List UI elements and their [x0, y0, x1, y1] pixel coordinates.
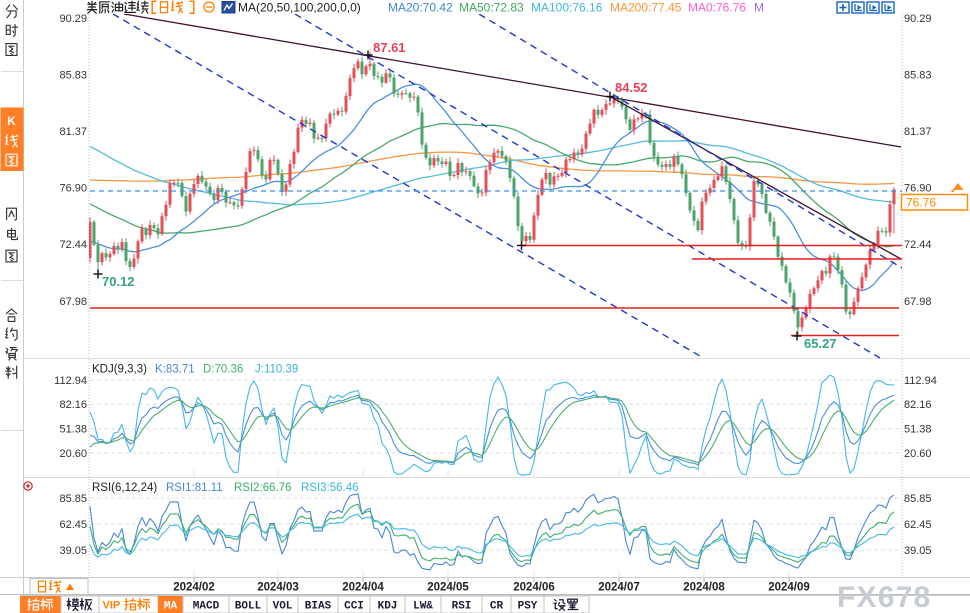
svg-text:2024/02: 2024/02	[173, 582, 215, 594]
svg-text:D:70.36: D:70.36	[203, 364, 243, 376]
svg-text:39.05: 39.05	[59, 545, 87, 557]
svg-text:KDJ: KDJ	[378, 601, 398, 613]
svg-text:MA200:77.45: MA200:77.45	[610, 1, 682, 15]
svg-text:VIP: VIP	[103, 600, 121, 612]
svg-text:MA: MA	[164, 601, 178, 613]
svg-text:82.16: 82.16	[904, 399, 932, 411]
svg-text:84.52: 84.52	[615, 80, 648, 95]
svg-text:CR: CR	[490, 601, 504, 613]
svg-text:67.98: 67.98	[904, 296, 932, 308]
svg-text:MACD: MACD	[193, 601, 220, 613]
svg-text:MA(20,50,100,200,0,0): MA(20,50,100,200,0,0)	[238, 1, 361, 15]
svg-text:RSI2:66.76: RSI2:66.76	[234, 482, 292, 494]
svg-text:FX678: FX678	[837, 581, 931, 613]
svg-text:PSY: PSY	[518, 601, 538, 613]
svg-text:2024/04: 2024/04	[342, 582, 384, 594]
svg-text:51.38: 51.38	[904, 424, 932, 436]
svg-text:67.98: 67.98	[59, 296, 87, 308]
svg-text:87.61: 87.61	[373, 40, 406, 55]
svg-text:RSI: RSI	[452, 601, 472, 613]
svg-text:39.05: 39.05	[904, 545, 932, 557]
svg-text:112.94: 112.94	[904, 375, 937, 387]
svg-text:90.29: 90.29	[59, 13, 87, 25]
svg-text:K: K	[7, 114, 16, 128]
svg-text:72.44: 72.44	[904, 239, 932, 251]
svg-text:85.83: 85.83	[59, 69, 87, 81]
svg-text:81.37: 81.37	[904, 126, 932, 138]
svg-text:62.45: 62.45	[904, 519, 932, 531]
svg-text:72.44: 72.44	[59, 239, 87, 251]
svg-text:82.16: 82.16	[59, 399, 87, 411]
svg-text:LW&: LW&	[413, 601, 433, 613]
svg-text:VOL: VOL	[273, 601, 293, 613]
svg-text:70.12: 70.12	[102, 274, 135, 289]
svg-text:J:110.39: J:110.39	[255, 364, 298, 376]
svg-text:76.90: 76.90	[904, 183, 932, 195]
svg-text:76.76: 76.76	[906, 196, 936, 210]
svg-text:M: M	[754, 1, 764, 15]
svg-text:RSI3:56.46: RSI3:56.46	[301, 482, 359, 494]
svg-text:62.45: 62.45	[59, 519, 87, 531]
svg-text:2024/08: 2024/08	[683, 582, 725, 594]
svg-text:2024/06: 2024/06	[513, 582, 555, 594]
svg-text:112.94: 112.94	[54, 375, 87, 387]
svg-text:BOLL: BOLL	[235, 601, 262, 613]
svg-text:CCI: CCI	[344, 601, 364, 613]
svg-text:KDJ(9,3,3): KDJ(9,3,3)	[92, 364, 147, 376]
svg-text:MA50:72.83: MA50:72.83	[459, 1, 524, 15]
svg-text:2024/09: 2024/09	[768, 582, 810, 594]
svg-text:2024/07: 2024/07	[598, 582, 640, 594]
svg-text:76.90: 76.90	[59, 183, 87, 195]
svg-text:20.60: 20.60	[59, 448, 87, 460]
svg-text:85.85: 85.85	[904, 493, 932, 505]
svg-text:K:83.71: K:83.71	[155, 364, 195, 376]
svg-text:2024/03: 2024/03	[257, 582, 299, 594]
svg-text:BIAS: BIAS	[305, 601, 332, 613]
svg-text:RSI1:81.11: RSI1:81.11	[166, 482, 223, 494]
svg-text:20.60: 20.60	[904, 448, 932, 460]
svg-text:2024/05: 2024/05	[427, 582, 469, 594]
svg-text:MA0:76.76: MA0:76.76	[688, 1, 746, 15]
svg-text:MA100:76.16: MA100:76.16	[531, 1, 603, 15]
svg-text:MA20:70.42: MA20:70.42	[388, 1, 453, 15]
svg-text:90.29: 90.29	[904, 13, 932, 25]
svg-text:81.37: 81.37	[59, 126, 87, 138]
svg-text:85.85: 85.85	[59, 493, 87, 505]
svg-text:RSI(6,12,24): RSI(6,12,24)	[92, 482, 157, 494]
svg-text:51.38: 51.38	[59, 424, 87, 436]
svg-text:65.27: 65.27	[804, 336, 837, 351]
svg-text:85.83: 85.83	[904, 69, 932, 81]
